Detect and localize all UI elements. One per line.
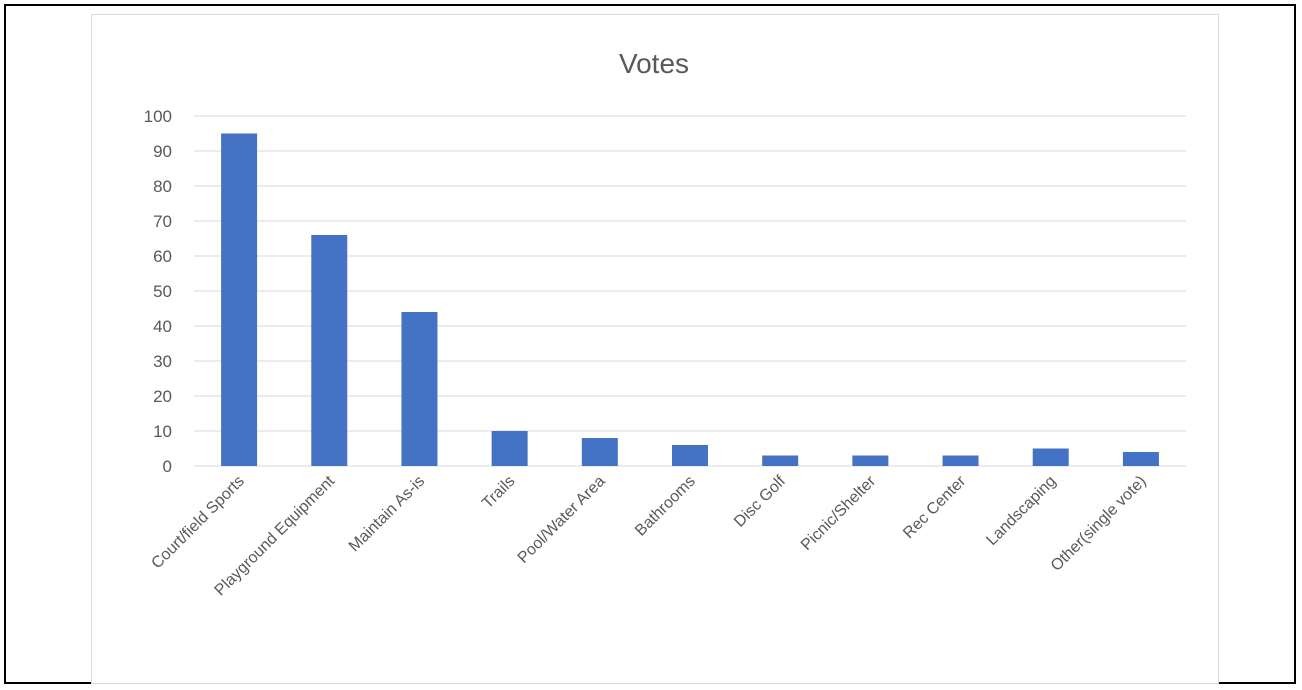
y-tick-label: 80: [153, 177, 172, 196]
y-axis-ticks: 0 10 20 30 40 50 60 70 80 90 100: [144, 107, 172, 476]
y-tick-label: 10: [153, 422, 172, 441]
gridlines: [194, 115, 1186, 467]
bar: [1032, 448, 1069, 466]
y-tick-label: 0: [163, 457, 172, 476]
x-category-label: Maintain As-is: [346, 473, 428, 555]
x-category-label: Court/field Sports: [148, 473, 247, 572]
bar: [401, 312, 438, 466]
bar: [942, 455, 979, 466]
bar: [672, 445, 708, 466]
x-category-label: Bathrooms: [632, 473, 699, 540]
bar: [491, 431, 528, 466]
chart-area: [91, 14, 1219, 684]
x-category-label: Rec Center: [900, 472, 970, 542]
bar: [762, 455, 799, 466]
x-category-label: Picnic/Shelter: [798, 472, 880, 554]
x-category-label: Other(single vote): [1048, 473, 1150, 575]
x-category-label: Landscaping: [983, 473, 1059, 549]
y-tick-label: 20: [153, 387, 172, 406]
bar: [311, 235, 348, 466]
y-tick-label: 60: [153, 247, 172, 266]
y-tick-label: 100: [144, 107, 172, 126]
bars: [221, 133, 1159, 466]
bar: [221, 133, 258, 466]
x-category-label: Pool/Water Area: [515, 473, 609, 567]
y-tick-label: 30: [153, 352, 172, 371]
y-tick-label: 50: [153, 282, 172, 301]
y-tick-label: 90: [153, 142, 172, 161]
bar: [1122, 452, 1159, 466]
y-tick-label: 70: [153, 212, 172, 231]
bar: [852, 455, 889, 466]
y-tick-label: 40: [153, 317, 172, 336]
chart-title: Votes: [619, 48, 689, 79]
x-category-label: Disc Golf: [731, 472, 789, 530]
x-category-label: Trails: [479, 473, 518, 512]
bar: [581, 438, 618, 466]
